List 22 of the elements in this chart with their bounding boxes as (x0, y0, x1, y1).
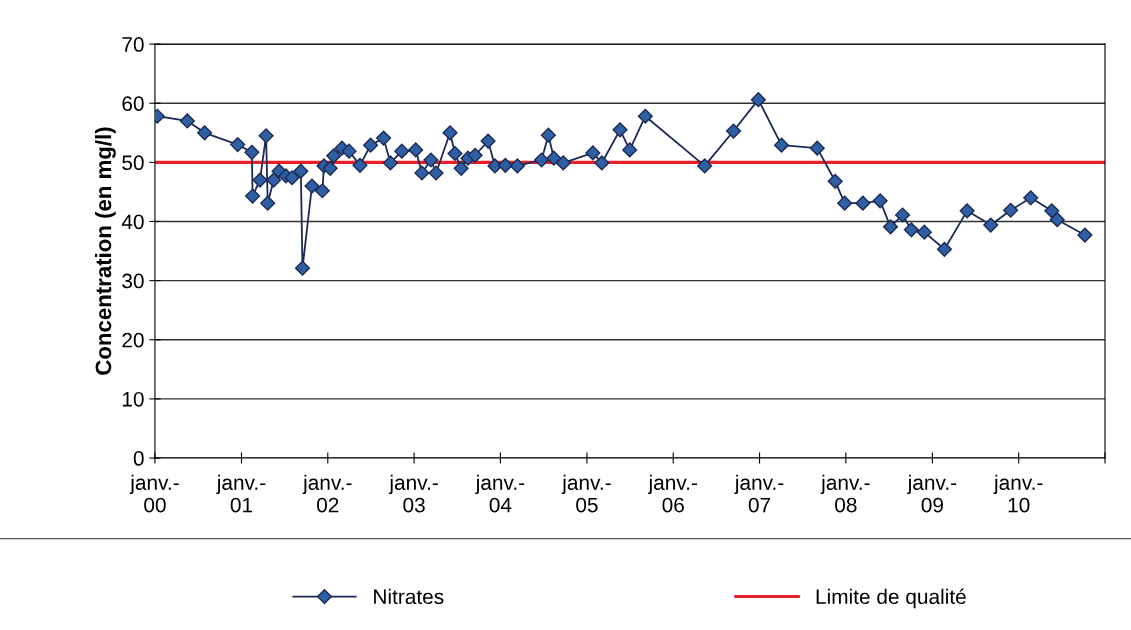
x-tick-label: janv.- 08 (820, 474, 870, 513)
y-tick-label: 50 (122, 155, 144, 171)
x-tick-label: janv.- 06 (648, 474, 698, 513)
x-tick-label: janv.- 04 (475, 474, 525, 513)
x-tick-label: janv.- 01 (216, 474, 266, 513)
legend-label: Nitrates (374, 588, 444, 605)
y-tick-label: 30 (122, 273, 144, 289)
x-tick-label: janv.- 00 (129, 474, 179, 513)
x-tick-label: janv.- 05 (561, 474, 611, 513)
y-tick-label: 40 (121, 214, 144, 230)
legend-label: Limite de qualité (816, 588, 966, 609)
y-axis-title: Concentration (en mg/l) (94, 127, 116, 375)
y-tick-label: 10 (122, 391, 144, 407)
y-tick-label: 70 (122, 37, 144, 52)
x-tick-label: janv.- 02 (302, 474, 352, 513)
y-tick-label: 60 (122, 96, 144, 111)
x-tick-label: janv.- 10 (993, 474, 1043, 513)
x-tick-label: janv.- 03 (388, 474, 438, 513)
y-tick-label: 0 (133, 451, 144, 466)
y-tick-label: 20 (122, 332, 144, 348)
x-tick-label: janv.- 07 (734, 474, 784, 513)
x-tick-label: janv.- 09 (907, 474, 957, 513)
